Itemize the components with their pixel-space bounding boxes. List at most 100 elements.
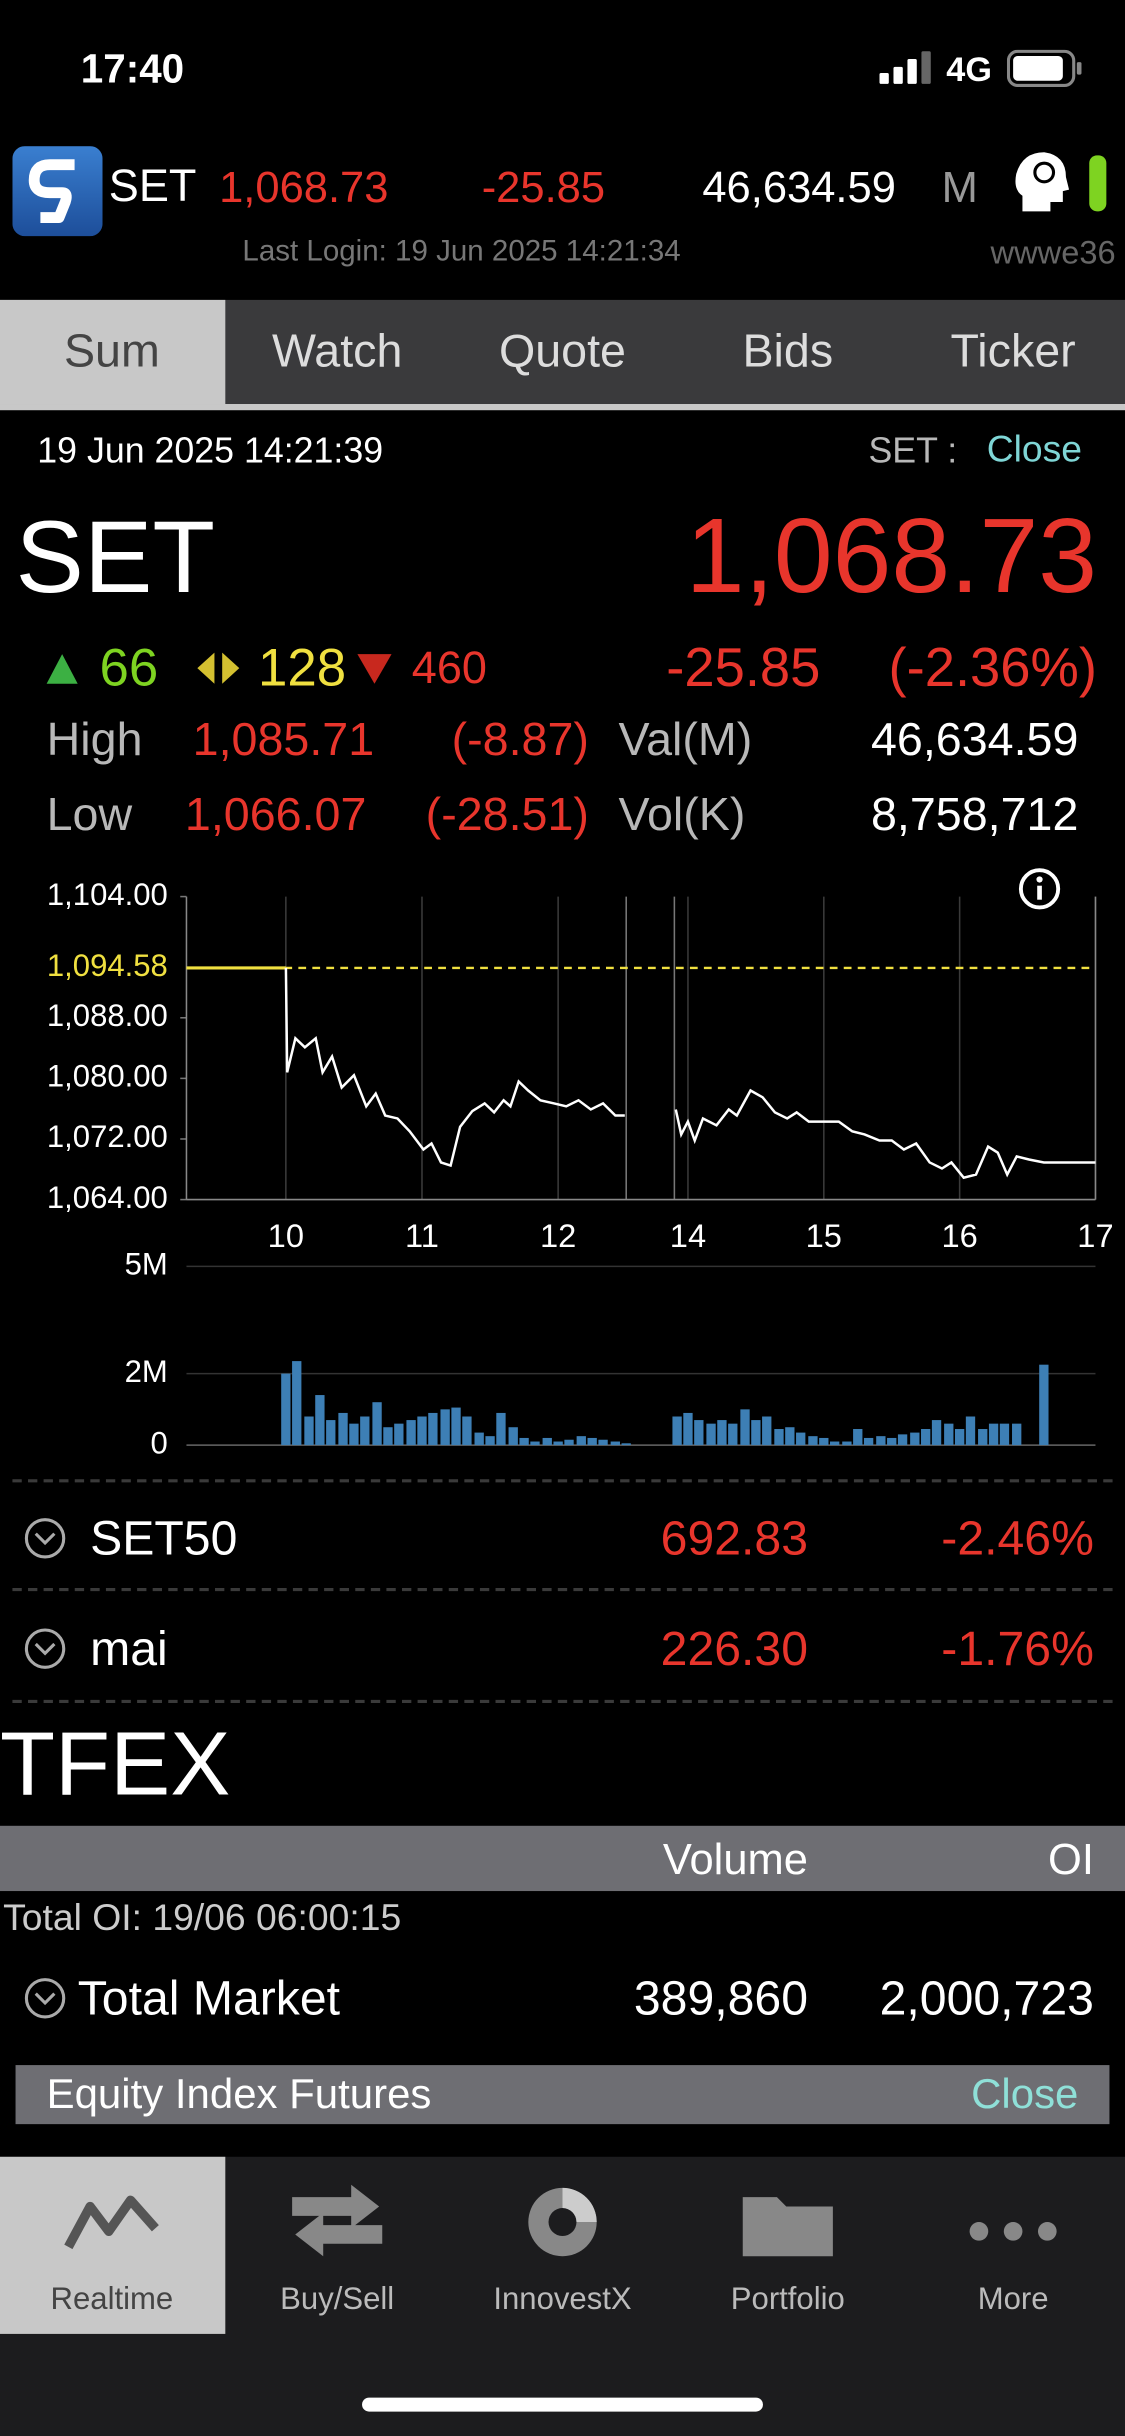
tab[interactable]: Watch xyxy=(271,326,403,378)
volume-bar xyxy=(542,1437,552,1446)
header-last: 1,068.73 xyxy=(219,163,389,212)
tab-bar-item[interactable]: Portfolio xyxy=(730,2282,845,2317)
tab-bar-item[interactable]: Realtime xyxy=(50,2282,174,2317)
breadth-icons xyxy=(46,652,392,684)
volume-bar xyxy=(887,1437,897,1446)
status-indicator xyxy=(1089,155,1107,212)
last-login: Last Login: 19 Jun 2025 14:21:34 xyxy=(242,235,681,269)
user-id: wwwe36 xyxy=(990,235,1116,272)
volume-bar xyxy=(292,1361,302,1446)
index-last: 226.30 xyxy=(660,1621,809,1676)
high-label: High xyxy=(46,714,143,767)
volume-bar xyxy=(842,1441,852,1446)
market-label: SET : xyxy=(868,429,958,471)
volume-bar xyxy=(954,1429,965,1446)
separator xyxy=(12,1479,1113,1483)
y-tick-label: 2M xyxy=(125,1354,168,1389)
expand-icon[interactable] xyxy=(23,1627,67,1671)
y-tick-label: 1,080.00 xyxy=(47,1059,168,1094)
volume-bar xyxy=(762,1416,772,1446)
tab-bar-item[interactable]: InnovestX xyxy=(493,2282,632,2317)
column-header[interactable]: OI xyxy=(1047,1835,1094,1884)
x-tick-label: 16 xyxy=(941,1217,977,1254)
tfex-row-oi: 2,000,723 xyxy=(879,1971,1094,2026)
volume-bar xyxy=(853,1429,863,1446)
volume-bar xyxy=(462,1416,472,1446)
summary-datetime: 19 Jun 2025 14:21:39 xyxy=(37,429,384,471)
index-name[interactable]: SET50 xyxy=(90,1511,238,1566)
summary-percent: (-2.36%) xyxy=(888,637,1098,699)
info-icon[interactable] xyxy=(1018,868,1061,910)
volume-bar xyxy=(394,1423,404,1446)
volume-bar xyxy=(876,1436,886,1446)
high: 1,085.71 xyxy=(192,714,375,767)
volume-bar xyxy=(485,1436,495,1446)
volume-bar xyxy=(360,1416,370,1446)
section-bar[interactable] xyxy=(15,2065,1110,2125)
volume-bar xyxy=(897,1434,908,1446)
volume-bar xyxy=(921,1429,931,1446)
tab-active-bg xyxy=(0,299,226,405)
index-name[interactable]: mai xyxy=(90,1621,168,1676)
volume-bar xyxy=(683,1412,693,1446)
volume-bar xyxy=(621,1443,631,1446)
x-tick-label: 10 xyxy=(268,1217,304,1254)
assistant-icon[interactable] xyxy=(1010,149,1072,217)
tab-bar-item[interactable]: More xyxy=(977,2282,1049,2317)
volume-bar xyxy=(349,1423,359,1446)
volume-bar xyxy=(372,1402,382,1446)
volume-bar xyxy=(863,1437,874,1446)
volume-bar xyxy=(796,1432,806,1446)
volume-bar xyxy=(519,1437,529,1446)
volume-bar xyxy=(428,1412,438,1446)
x-tick-label: 11 xyxy=(405,1217,439,1254)
volume-bar xyxy=(988,1423,999,1446)
volume-bar xyxy=(910,1432,920,1446)
separator xyxy=(12,1588,1113,1592)
network: 4G xyxy=(946,49,992,89)
tab-bar-active xyxy=(0,2156,226,2334)
volume-label: Vol(K) xyxy=(618,789,746,841)
volume-bar xyxy=(451,1407,461,1446)
advances: 66 xyxy=(99,638,159,698)
header-symbol: SET xyxy=(108,162,197,213)
volume-bar xyxy=(576,1436,586,1446)
tfex-header-bar xyxy=(0,1825,1125,1892)
section-status: Close xyxy=(971,2070,1079,2118)
volume-bar xyxy=(740,1409,750,1446)
volume-bar xyxy=(553,1441,563,1446)
tab[interactable]: Ticker xyxy=(950,326,1076,378)
volume-bar xyxy=(417,1416,427,1446)
summary-last: 1,068.73 xyxy=(685,497,1098,616)
battery-icon xyxy=(1006,49,1082,88)
tab-bar-item[interactable]: Buy/Sell xyxy=(280,2282,395,2317)
value: 46,634.59 xyxy=(870,714,1079,767)
tab[interactable]: Sum xyxy=(63,326,160,378)
reference-label: 1,094.58 xyxy=(47,948,168,983)
volume-bar xyxy=(672,1416,682,1446)
volume-bar xyxy=(474,1432,484,1446)
price-line xyxy=(284,967,1096,1180)
declines: 460 xyxy=(411,644,487,694)
y-tick-label: 1,088.00 xyxy=(47,998,168,1033)
volume-bar xyxy=(530,1441,540,1446)
tab[interactable]: Bids xyxy=(742,326,834,378)
volume-bar xyxy=(598,1439,608,1446)
header-change: -25.85 xyxy=(481,163,606,212)
tab[interactable]: Quote xyxy=(498,326,627,378)
expand-icon[interactable] xyxy=(23,1517,67,1561)
separator xyxy=(12,1699,1113,1704)
volume-bar xyxy=(774,1429,784,1446)
volume-bar xyxy=(326,1420,336,1446)
volume-bar xyxy=(338,1412,348,1446)
high-change: (-8.87) xyxy=(451,714,589,767)
volume-bar xyxy=(728,1423,738,1446)
app-logo[interactable] xyxy=(12,146,103,237)
expand-icon[interactable] xyxy=(23,1977,67,2021)
column-header[interactable]: Volume xyxy=(662,1835,809,1884)
volume-bar xyxy=(978,1429,988,1446)
x-tick-label: 17 xyxy=(1077,1217,1113,1254)
section-name[interactable]: Equity Index Futures xyxy=(46,2070,432,2118)
volume-bar xyxy=(496,1412,506,1446)
tfex-row-name[interactable]: Total Market xyxy=(77,1971,341,2026)
